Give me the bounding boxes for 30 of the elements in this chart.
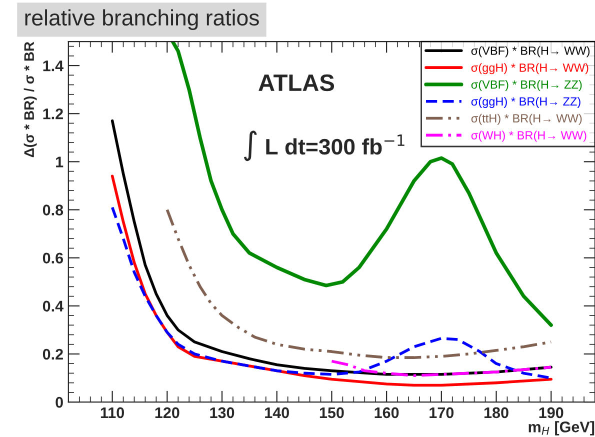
legend-label: σ(ttH) * BR(H→ WW) <box>471 114 582 125</box>
x-axis-title: m$_{H}$ [GeV] <box>528 421 594 436</box>
chart-title: relative branching ratios <box>25 9 259 30</box>
annotation: ∫ L dt=300 fb$^{−1}$ <box>244 130 404 162</box>
legend-label: σ(ggH) * BR(H→ WW) <box>471 63 588 74</box>
legend-label: σ(ggH) * BR(H→ ZZ) <box>471 96 580 108</box>
y-tick-label: 1 <box>56 156 64 168</box>
x-tick-label: 110 <box>100 407 124 418</box>
text: σ(VBF) * BR(H→ WW) <box>471 46 590 58</box>
y-tick-label: 1.2 <box>43 108 63 120</box>
y-tick-label: 0.6 <box>42 252 64 264</box>
x-tick-label: 190 <box>539 407 564 418</box>
legend-label: σ(WH) * BR(H→ WW) <box>471 130 586 142</box>
y-tick-label: 1.4 <box>43 60 64 72</box>
y-axis-title: Δ(σ * BR) / σ * BR <box>24 42 37 158</box>
x-tick-label: 120 <box>155 407 180 418</box>
y-tick-label: 0.4 <box>42 300 64 312</box>
x-tick-label: 180 <box>484 407 508 418</box>
x-tick-label: 150 <box>320 407 344 418</box>
annotation: ATLAS <box>258 74 334 92</box>
x-tick-label: 140 <box>265 407 289 418</box>
x-tick-label: 160 <box>374 407 399 418</box>
line-series <box>330 360 553 377</box>
y-tick-label: 0.2 <box>42 348 63 360</box>
x-tick-label: 170 <box>430 407 454 418</box>
legend-label: σ(VBF) * BR(H→ ZZ) <box>471 80 582 92</box>
y-tick-label: 0 <box>56 396 63 408</box>
x-tick-label: 130 <box>210 407 234 418</box>
line-series <box>166 208 553 359</box>
y-tick-label: 0.8 <box>42 204 64 216</box>
